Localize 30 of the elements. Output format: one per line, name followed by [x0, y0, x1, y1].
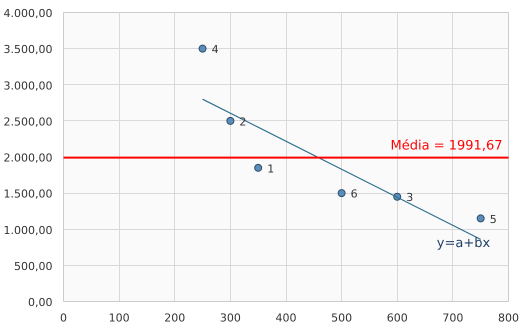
y-tick-label: 500,00	[14, 260, 53, 273]
x-tick-label: 400	[276, 312, 296, 324]
annotation: 5	[490, 212, 497, 226]
point	[254, 164, 262, 172]
y-tick-label: 2.500,00	[4, 115, 52, 128]
ref-line-label: Média = 1991,67	[390, 138, 503, 154]
annotation: 1	[267, 162, 274, 176]
point	[226, 116, 234, 125]
y-tick-label: 3.000,00	[4, 79, 52, 92]
y-tick-label: 4.000,00	[4, 7, 52, 20]
point	[476, 214, 485, 222]
y-tick-label: 0,00	[28, 296, 53, 309]
annotation: 3	[406, 191, 414, 204]
annotation: 6	[350, 188, 358, 201]
annotation: 4	[212, 43, 219, 56]
point	[198, 44, 207, 53]
y-tick-label: 1.500,00	[4, 188, 52, 201]
y-tick-label: 1.000,00	[4, 224, 52, 237]
x-tick-label: 300	[220, 312, 241, 324]
x-tick-label: 600	[386, 312, 408, 324]
x-tick-label: 800	[498, 312, 519, 324]
annotation: y=a+bx	[436, 236, 490, 251]
x-tick-label: 500	[331, 312, 352, 324]
y-tick-label: 3.500,00	[4, 43, 52, 56]
x-tick-label: 700	[442, 312, 464, 324]
x-tick-label: 200	[164, 312, 186, 324]
x-tick-label: 0	[60, 312, 67, 324]
point	[338, 189, 346, 198]
y-tick-label: 2.000,00	[4, 152, 52, 164]
x-tick-label: 100	[108, 312, 130, 324]
